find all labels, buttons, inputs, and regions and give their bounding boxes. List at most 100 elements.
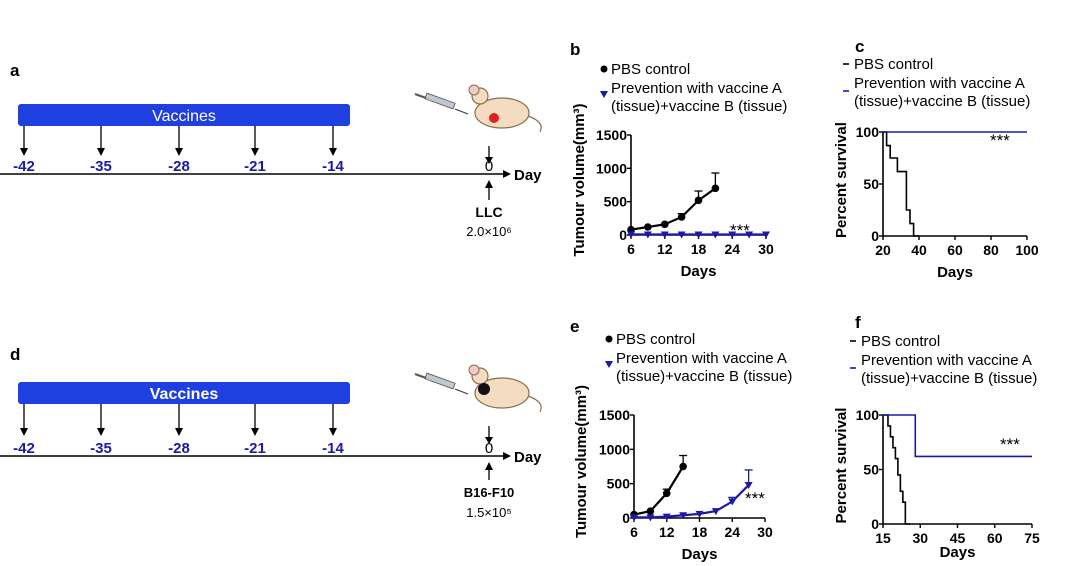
legend: PBS control Prevention with vaccine A(tis…: [605, 331, 792, 385]
x-tick-label: 12: [657, 241, 673, 257]
legend: PBS control Prevention with vaccine A(tis…: [843, 56, 1030, 110]
mouse-icon: [468, 364, 542, 413]
timeline-d: Vaccines Day -42 -35 -28 -21 -14 0 B16-F…: [0, 364, 542, 520]
injection-arrow: [485, 426, 493, 444]
injection-arrow: [485, 146, 493, 164]
legend-entry: (tissue)+vaccine B (tissue): [611, 98, 787, 115]
data-point: [679, 462, 687, 471]
data-point: [762, 231, 770, 239]
x-tick-label: 6: [627, 241, 635, 257]
data-point: [711, 508, 720, 516]
chart-e: 0 500 1000 1500 6 12 18 24 30 Days Tumour volume(m…: [573, 331, 792, 563]
tumor-site-icon: [489, 113, 499, 123]
x-axis-label: Days: [682, 546, 718, 563]
data-point: [679, 512, 688, 520]
x-tick-label: 20: [875, 242, 891, 258]
timeline-day-tick: -42: [13, 440, 35, 457]
series-line-pbs: [883, 414, 911, 525]
y-tick-label: 1500: [596, 127, 627, 143]
x-tick-label: 24: [724, 524, 740, 540]
timeline-day-tick: -35: [90, 440, 112, 457]
y-tick-label: 50: [863, 462, 879, 478]
vaccine-arrow: [251, 404, 259, 436]
tumor-dose-label: 1.5×10⁵: [466, 505, 512, 520]
vaccine-arrow: [251, 126, 259, 156]
timeline-day-tick: -42: [13, 158, 35, 175]
chart-f: 0 50 100 15 30 45 60 75 Days Percent survival PBS …: [833, 333, 1040, 561]
tumor-dose-label: 2.0×10⁶: [466, 224, 511, 239]
tumor-cell-label: B16-F10: [464, 485, 515, 500]
vaccines-bar-label: Vaccines: [150, 386, 219, 403]
legend-entry: Prevention with vaccine A: [616, 350, 787, 367]
legend-entry: Prevention with vaccine A: [611, 80, 782, 97]
legend: PBS control Prevention with vaccine A(tis…: [850, 333, 1037, 387]
timeline-arrowhead: [503, 452, 511, 460]
y-tick-label: 1500: [599, 407, 630, 423]
y-tick-label: 1000: [599, 441, 630, 457]
data-point: [646, 514, 655, 522]
data-point: [711, 231, 720, 239]
data-point: [711, 184, 720, 193]
data-point: [677, 213, 686, 221]
vaccine-arrow: [175, 126, 183, 156]
y-tick-label: 100: [856, 407, 880, 423]
syringe-icon: [414, 92, 469, 115]
x-tick-label: 40: [911, 242, 927, 258]
timeline-day-label: Day: [514, 167, 542, 184]
timeline-day-tick: -35: [90, 158, 112, 175]
vaccine-arrow: [20, 404, 28, 436]
legend-entry: PBS control: [611, 61, 690, 78]
series-line-vaccine: [883, 414, 1032, 458]
y-tick-label: 50: [863, 176, 879, 192]
x-tick-label: 30: [757, 524, 773, 540]
timeline-day-tick: -14: [322, 158, 344, 175]
series-line-pbs: [633, 465, 685, 516]
data-point: [728, 231, 737, 239]
data-point: [677, 231, 686, 239]
timeline-day-tick: -14: [322, 440, 344, 457]
vaccines-bar: [18, 382, 350, 404]
data-point: [695, 510, 704, 518]
timeline-day-label: Day: [514, 449, 542, 466]
x-axis-label: Days: [940, 544, 976, 561]
panel-label-f: f: [855, 313, 861, 332]
legend-entry: (tissue)+vaccine B (tissue): [616, 368, 792, 385]
chart-c: 0 50 100 20 40 60 80 100 Days Percent survival PBS…: [833, 56, 1039, 281]
y-tick-label: 100: [856, 124, 880, 140]
x-tick-label: 60: [947, 242, 963, 258]
significance-label: ***: [730, 221, 750, 240]
data-point: [728, 498, 737, 506]
vaccines-bar: [18, 104, 350, 126]
chart-b: 0 500 1000 1500 6 12 18 24 30 Days Tumour volume(m…: [571, 61, 787, 280]
tumor-site-icon: [478, 383, 490, 395]
legend-entry: PBS control: [854, 56, 933, 73]
data-point: [660, 220, 669, 229]
timeline-day-tick: -28: [168, 440, 190, 457]
panel-label-b: b: [570, 40, 580, 59]
y-tick-label: 0: [871, 228, 879, 244]
vaccine-arrow: [329, 126, 337, 156]
y-tick-label: 0: [871, 516, 879, 532]
y-tick-label: 500: [604, 194, 628, 210]
vaccine-arrow: [329, 404, 337, 436]
legend-entry: PBS control: [616, 331, 695, 348]
x-tick-label: 60: [987, 530, 1003, 546]
panel-label-c: c: [855, 37, 864, 56]
legend-entry: Prevention with vaccine A: [861, 352, 1032, 369]
panel-label-d: d: [10, 345, 20, 364]
x-tick-label: 80: [983, 242, 999, 258]
challenge-arrow: [485, 462, 493, 480]
x-tick-label: 24: [724, 241, 740, 257]
x-tick-label: 30: [758, 241, 774, 257]
data-point: [646, 507, 655, 515]
y-tick-label: 0: [619, 227, 627, 243]
timeline-day-tick: -28: [168, 158, 190, 175]
legend-entry: Prevention with vaccine A: [854, 75, 1025, 92]
y-tick-label: 0: [622, 510, 630, 526]
data-point: [662, 489, 671, 498]
timeline-a: Vaccines Day -42 -35 -28 -21 -14 0 LLC: [0, 84, 542, 239]
data-point: [643, 231, 652, 239]
x-axis-label: Days: [937, 264, 973, 281]
